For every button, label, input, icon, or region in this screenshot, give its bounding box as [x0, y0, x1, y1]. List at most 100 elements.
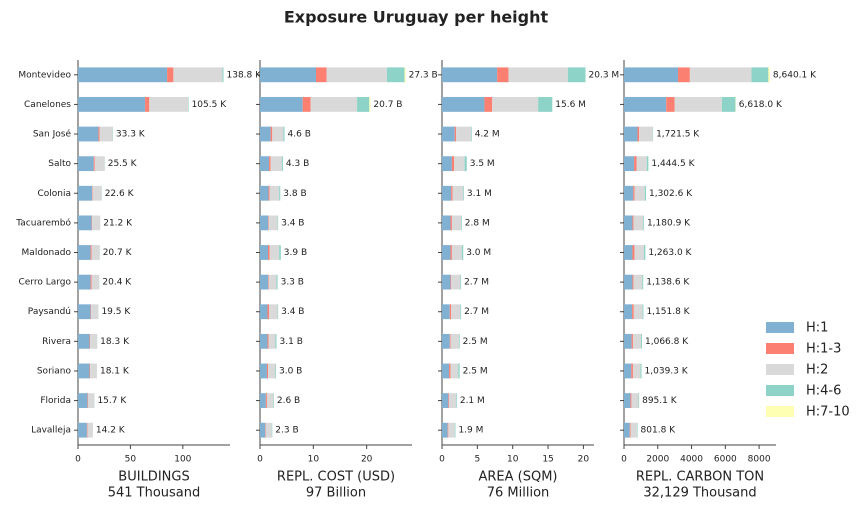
total-label: 1,039.3 K — [645, 366, 689, 376]
x-tick-label: 6000 — [714, 455, 737, 465]
bar-segment — [404, 67, 406, 83]
total-label: 1,138.6 K — [646, 278, 690, 288]
bar-segment — [78, 185, 93, 201]
total-label: 2.7 M — [464, 307, 489, 317]
total-label: 3.0 B — [279, 366, 302, 376]
total-label: 1.9 M — [458, 426, 483, 436]
bar-segment — [265, 393, 267, 408]
y-tick-label: Salto — [48, 159, 71, 169]
total-label: 8,640.1 K — [773, 70, 817, 80]
y-tick-label: Lavalleja — [31, 426, 71, 436]
bar-segment — [260, 245, 268, 260]
legend-swatch — [766, 322, 794, 333]
bar-segment — [78, 126, 99, 142]
bar-segment — [450, 363, 459, 379]
total-label: 18.3 K — [100, 337, 130, 347]
bar-segment — [538, 97, 553, 112]
total-label: 15.7 K — [97, 396, 127, 406]
bar-segment — [316, 67, 327, 83]
total-label: 19.5 K — [101, 307, 131, 317]
bar-segment — [643, 245, 646, 260]
bar-segment — [94, 156, 105, 172]
bar-segment — [92, 215, 101, 231]
bar-segment — [497, 67, 509, 83]
bar-segment — [637, 126, 640, 142]
bar-segment — [99, 126, 113, 142]
bar-segment — [90, 363, 97, 379]
bar-segment — [461, 245, 464, 260]
bar-segment — [91, 245, 100, 260]
bar-segment — [631, 333, 633, 349]
bar-segment — [90, 333, 98, 349]
total-label: 2.8 M — [465, 218, 490, 228]
bar-segment — [450, 333, 459, 349]
bar-segment — [268, 185, 270, 201]
total-label: 895.1 K — [642, 396, 678, 406]
x-axis-label: BUILDINGS — [118, 470, 189, 485]
bar-segment — [87, 393, 88, 408]
bar-segment — [86, 422, 88, 438]
total-label: 1,444.5 K — [651, 159, 695, 169]
bar-segment — [149, 97, 189, 112]
bar-segment — [442, 126, 455, 142]
legend-swatch — [766, 364, 794, 375]
bar-segment — [90, 274, 92, 290]
legend-swatch — [766, 406, 794, 417]
bar-segment — [78, 304, 91, 320]
total-label: 2.6 B — [277, 396, 300, 406]
total-label: 2.7 M — [464, 278, 489, 288]
bar-segment — [442, 274, 451, 290]
bar-segment — [442, 245, 451, 260]
bar-segment — [270, 126, 273, 142]
total-label: 2.1 M — [460, 396, 485, 406]
bar-segment — [275, 333, 277, 349]
bar-segment — [633, 304, 643, 320]
bar-segment — [638, 393, 640, 408]
bar-segment — [442, 304, 450, 320]
bar-segment — [260, 67, 316, 83]
bar-segment — [634, 185, 645, 201]
total-label: 6,618.0 K — [739, 100, 783, 110]
bar-segment — [310, 97, 358, 112]
bar-segment — [326, 67, 387, 83]
bar-segment — [624, 363, 632, 379]
bar-segment — [458, 363, 460, 379]
bar-segment — [276, 274, 278, 290]
y-tick-label: Colonia — [37, 189, 71, 199]
bar-segment — [624, 156, 635, 172]
total-label: 2.3 B — [275, 426, 298, 436]
y-tick-label: Rivera — [42, 337, 71, 347]
bar-segment — [454, 422, 456, 438]
x-tick-label: 10 — [507, 455, 519, 465]
bar-segment — [624, 422, 630, 438]
bar-segment — [644, 185, 646, 201]
y-tick-label: Canelones — [24, 100, 71, 110]
y-tick-label: Maldonado — [22, 248, 72, 258]
legend-label: H:4-6 — [806, 384, 841, 399]
bar-segment — [369, 97, 371, 112]
bar-segment — [689, 67, 752, 83]
bar-segment — [442, 156, 452, 172]
bar-segment — [91, 274, 100, 290]
x-tick-label: 5 — [474, 455, 480, 465]
legend-label: H:1-3 — [806, 342, 841, 357]
bar-segment — [78, 393, 88, 408]
bar-segment — [633, 215, 644, 231]
total-label: 27.3 B — [409, 70, 438, 80]
y-tick-label: Cerro Largo — [18, 278, 71, 288]
bar-segment — [449, 363, 451, 379]
bar-segment — [92, 185, 102, 201]
bar-segment — [454, 126, 457, 142]
legend-label: H:7-10 — [806, 405, 850, 420]
bar-segment — [302, 97, 311, 112]
bar-segment — [484, 97, 493, 112]
bar-segment — [632, 363, 641, 379]
bar-segment — [277, 215, 279, 231]
bar-segment — [91, 304, 99, 320]
bar-segment — [266, 393, 274, 408]
bar-segment — [630, 422, 638, 438]
bar-segment — [470, 126, 472, 142]
bar-segment — [270, 156, 282, 172]
bar-segment — [279, 245, 281, 260]
bar-segment — [631, 363, 633, 379]
